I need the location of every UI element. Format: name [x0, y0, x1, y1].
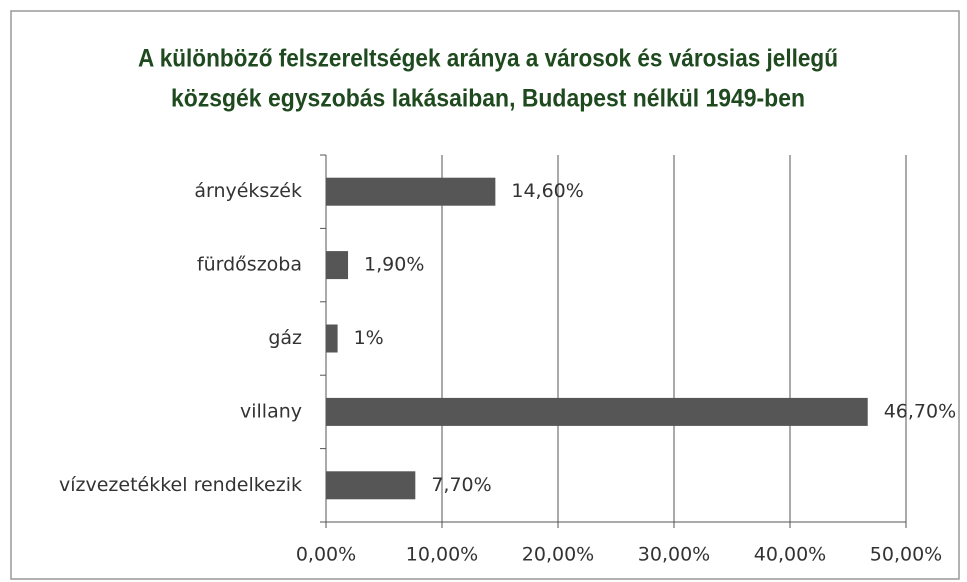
y-tick-label: fürdőszoba: [197, 254, 302, 276]
bar: [326, 471, 416, 500]
y-tick-label: árnyékszék: [194, 180, 302, 202]
chart-frame: [10, 10, 960, 580]
x-tick-label: 20,00%: [522, 544, 594, 566]
value-label: 1,90%: [364, 254, 424, 276]
x-tick-label: 50,00%: [870, 544, 942, 566]
bar: [326, 177, 496, 206]
y-tick-label: villany: [240, 400, 302, 422]
bar: [326, 251, 349, 280]
y-tick-label: vízvezetékkel rendelkezik: [59, 474, 302, 496]
bar: [326, 397, 868, 426]
x-tick-label: 40,00%: [754, 544, 826, 566]
y-tick-label: gáz: [268, 327, 302, 349]
value-label: 14,60%: [511, 180, 583, 202]
x-tick-label: 10,00%: [406, 544, 478, 566]
x-tick-label: 0,00%: [296, 544, 356, 566]
chart-title: A különböző felszereltségek aránya a vár…: [138, 45, 838, 73]
value-label: 1%: [354, 327, 384, 349]
chart-title: közsgék egyszobás lakásaiban, Budapest n…: [171, 85, 805, 113]
x-tick-label: 30,00%: [638, 544, 710, 566]
bar: [326, 324, 338, 353]
value-label: 7,70%: [431, 474, 491, 496]
value-label: 46,70%: [884, 400, 956, 422]
